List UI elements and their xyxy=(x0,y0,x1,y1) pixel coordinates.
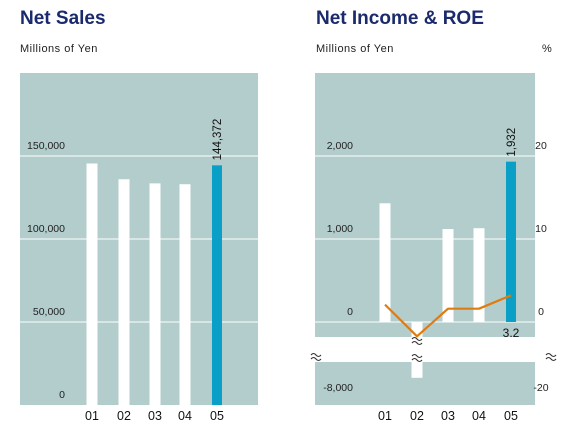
net-sales-xtick-label: 02 xyxy=(117,409,131,423)
net-sales-xtick-label: 01 xyxy=(85,409,99,423)
net-income-ytick-label: 0 xyxy=(347,306,353,318)
axis-break-marker xyxy=(310,356,322,362)
net-income-bar xyxy=(411,322,423,378)
net-sales-bar xyxy=(118,179,130,405)
net-sales-ytick-label: 0 xyxy=(59,389,65,401)
axis-break-marker xyxy=(411,357,423,363)
net-sales-xtick-label: 05 xyxy=(210,409,224,423)
roe-line xyxy=(384,294,512,338)
net-income-bar xyxy=(379,203,391,322)
axis-break-marker xyxy=(310,352,322,358)
roe-ytick-label: 20 xyxy=(535,140,547,152)
net-income-ytick-label: 2,000 xyxy=(327,140,353,152)
axis-break-marker xyxy=(545,356,557,362)
net-sales-bar xyxy=(212,165,222,405)
net-sales-bar xyxy=(86,163,98,405)
axis-break-marker xyxy=(411,340,423,346)
net-income-xtick-label: 05 xyxy=(504,409,518,423)
net-sales-xtick-label: 03 xyxy=(148,409,162,423)
net-sales-ytick-label: 150,000 xyxy=(27,140,65,152)
axis-break-marker xyxy=(411,353,423,359)
net-income-unit: Millions of Yen xyxy=(316,43,394,55)
axis-break-band xyxy=(315,337,535,362)
net-sales-xtick-label: 04 xyxy=(178,409,192,423)
net-income-ytick-label: 1,000 xyxy=(327,223,353,235)
roe-ytick-label: 10 xyxy=(535,223,547,235)
axis-break-marker xyxy=(411,336,423,342)
net-income-xtick-label: 01 xyxy=(378,409,392,423)
net-sales-bar xyxy=(149,183,161,405)
net-sales-unit: Millions of Yen xyxy=(20,43,98,55)
net-sales-title: Net Sales xyxy=(20,8,106,29)
net-income-xtick-label: 03 xyxy=(441,409,455,423)
roe-unit: % xyxy=(542,43,553,55)
net-sales-bar xyxy=(179,184,191,405)
net-income-bar xyxy=(473,228,485,322)
roe-ytick-label: 0 xyxy=(538,306,544,318)
net-income-bar xyxy=(506,161,516,322)
net-income-bar xyxy=(442,229,454,322)
net-income-roe-title: Net Income & ROE xyxy=(316,8,484,29)
net-income-ytick-label: -8,000 xyxy=(323,382,353,394)
net-income-xtick-label: 04 xyxy=(472,409,486,423)
net-income-xtick-label: 02 xyxy=(410,409,424,423)
roe-value-label: 3.2 xyxy=(503,326,520,340)
net-sales-ytick-label: 100,000 xyxy=(27,223,65,235)
roe-ytick-label: -20 xyxy=(533,382,548,394)
net-sales-ytick-label: 50,000 xyxy=(33,306,65,318)
axis-break-marker xyxy=(545,352,557,358)
net-sales-highlight-label: 144,372 xyxy=(212,119,224,161)
net-income-highlight-label: 1,932 xyxy=(506,128,518,157)
